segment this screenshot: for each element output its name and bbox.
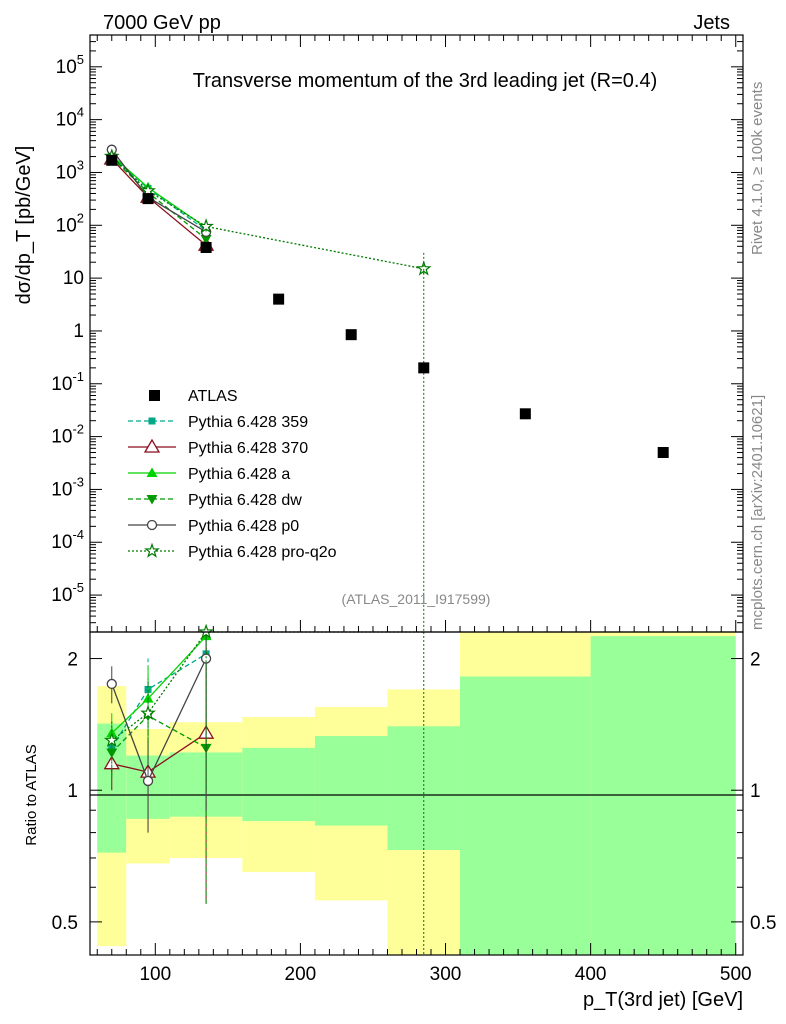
- series-point-5-3: [415, 260, 432, 276]
- tick-labels: 100 200 300 400 50010510410310210110-110-210…: [51, 52, 776, 985]
- legend-marker-0: [148, 417, 156, 425]
- y-tick-label: 1: [73, 321, 84, 342]
- axis-ticks: [90, 34, 743, 955]
- y-tick-label: 10-4: [51, 527, 84, 553]
- data-point-1: [142, 193, 154, 205]
- ratio-point-3-0: [106, 748, 118, 758]
- mcplots-label: mcplots.cern.ch [arXiv:2401.10621]: [749, 395, 766, 630]
- ratio-tick-label-right: 1: [750, 781, 761, 802]
- legend-label-2: Pythia 6.428 a: [188, 466, 290, 483]
- legend-label-0: Pythia 6.428 359: [188, 414, 308, 431]
- legend-marker-data: [149, 390, 160, 401]
- ratio-point-5-0: [103, 732, 120, 748]
- header-left: 7000 GeV pp: [103, 12, 221, 34]
- legend-marker-1: [143, 438, 161, 453]
- legend-label-1: Pythia 6.428 370: [188, 440, 308, 457]
- y-tick-label: 10-1: [51, 369, 84, 395]
- series-point-5-2: [198, 218, 215, 234]
- y-tick-label: 104: [56, 105, 84, 131]
- ratio-y-axis-label: Ratio to ATLAS: [23, 744, 40, 845]
- y-tick-label: 10-3: [51, 474, 84, 500]
- band-inner-6: [460, 676, 591, 955]
- band-inner-4: [314, 736, 388, 826]
- main-frame: [89, 34, 744, 633]
- y-axis-label: dσ/dp_T [pb/GeV]: [13, 146, 35, 305]
- data-point-5: [418, 362, 430, 374]
- ratio-tick-label-left: 0.5: [52, 913, 78, 934]
- legend-label-5: Pythia 6.428 pro-q2o: [188, 544, 337, 561]
- series-line-4: [111, 149, 207, 233]
- ratio-tick-label-left: 1: [67, 781, 78, 802]
- ratio-tick-label-right: 0.5: [750, 913, 776, 934]
- x-tick-label: 300: [430, 964, 462, 985]
- chart-title: Transverse momentum of the 3rd leading j…: [193, 70, 657, 92]
- data-point-2: [200, 241, 212, 253]
- legend-marker-2: [146, 467, 158, 477]
- data-point-4: [345, 329, 357, 341]
- x-tick-label: 100: [139, 964, 171, 985]
- series-line-5: [111, 156, 424, 270]
- series-line-3: [111, 157, 207, 240]
- series-point-3-2: [200, 235, 212, 245]
- x-tick-label: 400: [575, 964, 607, 985]
- data-points: [106, 154, 669, 458]
- data-point-0: [106, 154, 118, 166]
- legend: ATLAS Pythia 6.428 359 Pythia 6.428 370 Pyt…: [128, 388, 337, 561]
- band-inner-3: [242, 747, 315, 822]
- ratio-point-4-1: [142, 775, 154, 787]
- legend-marker-3: [146, 495, 158, 505]
- ratio-point-5-1: [140, 704, 156, 721]
- ratio-point-4-0: [106, 678, 117, 690]
- rivet-label: Rivet 4.1.0, ≥ 100k events: [749, 82, 766, 255]
- data-point-3: [273, 293, 285, 305]
- ratio-tick-label-left: 2: [67, 650, 78, 671]
- y-tick-label: 105: [56, 52, 84, 78]
- header-right: Jets: [693, 12, 730, 34]
- data-point-7: [657, 446, 669, 458]
- legend-marker-5: [144, 542, 160, 558]
- y-tick-label: 10-5: [51, 580, 84, 606]
- y-tick-label: 10: [63, 268, 84, 289]
- legend-label-data: ATLAS: [188, 388, 238, 405]
- legend-label-4: Pythia 6.428 p0: [188, 518, 299, 535]
- y-tick-label: 10-2: [51, 422, 84, 448]
- series-line-2: [111, 154, 207, 229]
- y-tick-label: 103: [56, 157, 84, 183]
- ratio-uncertainty-bands: [97, 632, 736, 955]
- x-axis-label: p_T(3rd jet) [GeV]: [583, 989, 743, 1011]
- data-point-6: [519, 408, 531, 420]
- legend-label-3: Pythia 6.428 dw: [188, 492, 302, 509]
- x-tick-label: 500: [720, 964, 752, 985]
- analysis-id: (ATLAS_2011_I917599): [342, 591, 491, 607]
- x-tick-label: 200: [285, 964, 317, 985]
- y-tick-label: 102: [56, 210, 84, 236]
- ratio-tick-label-right: 2: [750, 650, 761, 671]
- legend-marker-4: [146, 519, 158, 531]
